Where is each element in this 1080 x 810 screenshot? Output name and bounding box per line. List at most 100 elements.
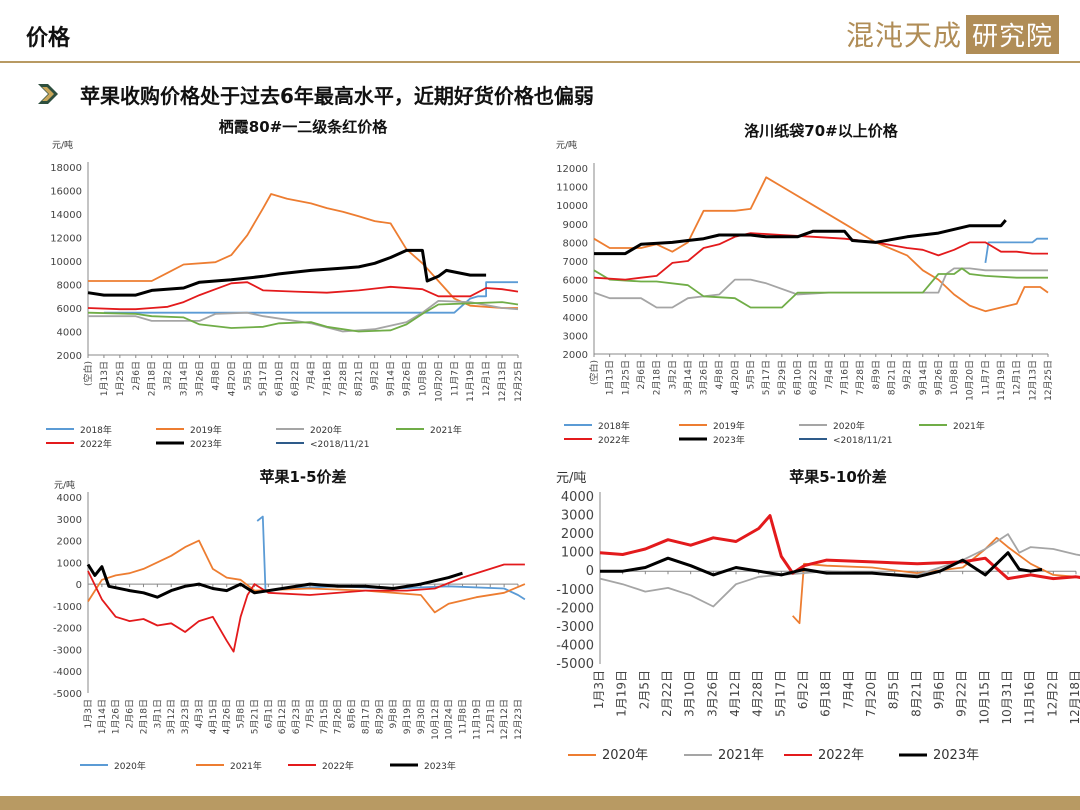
x-tick-label: 10月24日: [444, 699, 455, 740]
x-tick-label: 1月26日: [111, 699, 122, 734]
x-tick-label: 4月8日: [714, 360, 725, 389]
y-tick-label: -1000: [556, 583, 594, 598]
x-tick-label: 10月15日: [977, 670, 991, 725]
legend-label: <2018/11/21: [310, 440, 369, 450]
x-tick-label: 3月23日: [180, 699, 191, 734]
x-tick-label: 2月22日: [660, 670, 674, 717]
x-tick-label: 6月10日: [274, 361, 285, 396]
x-tick-label: 9月19日: [402, 699, 413, 734]
legend-label: 2019年: [713, 420, 745, 432]
x-tick-label: 7月28日: [855, 360, 866, 395]
x-tick-label: 8月5日: [887, 670, 901, 709]
x-tick-label: 5月8日: [236, 699, 247, 728]
x-tick-label: 4月8日: [210, 361, 221, 390]
x-tick-label: 5月29日: [777, 360, 788, 395]
series-line-2022年: [87, 563, 525, 653]
y-tick-label: 4000: [57, 328, 82, 339]
legend-label: 2022年: [322, 760, 354, 772]
x-tick-label: 12月25日: [513, 361, 524, 402]
x-tick-label: 12月18日: [1068, 670, 1080, 725]
y-tick-label: 2000: [57, 351, 82, 362]
x-tick-label: 1月13日: [605, 360, 616, 395]
x-tick-label: 10月20日: [433, 361, 444, 402]
series-line-2023年: [87, 248, 487, 297]
x-tick-label: 12月25日: [1043, 360, 1054, 401]
x-tick-label: 6月2日: [796, 670, 810, 709]
series-line-2018年: [984, 237, 1048, 264]
x-tick-label: 2月6日: [125, 699, 136, 728]
x-tick-label: 8月21日: [354, 361, 365, 396]
x-tick-label: 3月2日: [163, 361, 174, 390]
x-tick-label: 7月4日: [841, 670, 855, 709]
logo-text: 混沌天成: [846, 19, 963, 52]
chart-title: 栖霞80#一二级条红价格: [219, 118, 388, 136]
x-tick-label: 8月29日: [374, 699, 385, 734]
y-tick-label: -3000: [556, 620, 594, 635]
y-tick-label: 4000: [57, 493, 82, 504]
x-tick-label: 5月17日: [258, 361, 269, 396]
chart-title: 苹果1-5价差: [259, 468, 346, 486]
x-tick-label: 6月12日: [277, 699, 288, 734]
x-tick-label: 6月18日: [819, 670, 833, 717]
series-line-2021年: [87, 301, 519, 333]
x-tick-label: 9月22日: [955, 670, 969, 717]
x-tick-label: 3月10日: [683, 670, 697, 717]
x-tick-label: 6月23日: [291, 699, 302, 734]
x-tick-label: 11月8日: [458, 699, 469, 734]
legend-label: 2020年: [310, 424, 342, 436]
x-tick-label: 6月22日: [808, 360, 819, 395]
x-tick-label: 9月26日: [933, 360, 944, 395]
x-tick-label: 3月26日: [705, 670, 719, 717]
x-tick-label: 5月17日: [761, 360, 772, 395]
y-tick-label: 1000: [561, 546, 594, 561]
y-tick-label: 7000: [563, 257, 588, 268]
series-line-2018年: [103, 281, 518, 314]
x-tick-label: 9月14日: [918, 360, 929, 395]
y-tick-label: -5000: [556, 657, 594, 672]
x-tick-label: 12月13日: [1027, 360, 1038, 401]
x-tick-label: 1月25日: [115, 361, 126, 396]
x-tick-label: (空白): [588, 360, 600, 385]
company-logo: 混沌天成 研究院: [846, 14, 1060, 54]
legend-label: 2023年: [190, 438, 222, 450]
footer-bar: [0, 796, 1080, 810]
x-tick-label: 7月4日: [824, 360, 835, 389]
x-tick-label: 3月14日: [179, 361, 190, 396]
section-heading: 苹果收购价格处于过去6年最高水平，近期好货价格也偏弱: [36, 78, 594, 110]
x-tick-label: 2月18日: [652, 360, 663, 395]
y-tick-label: 6000: [57, 304, 82, 315]
y-tick-label: 5000: [563, 294, 588, 305]
x-tick-label: 6月10日: [793, 360, 804, 395]
x-tick-label: 12月23日: [513, 699, 524, 740]
x-tick-label: 4月28日: [751, 670, 765, 717]
legend-label: 2023年: [933, 748, 979, 763]
legend-label: 2021年: [430, 424, 462, 436]
y-tick-label: -4000: [556, 638, 594, 653]
y-tick-label: 12000: [556, 164, 588, 175]
y-tick-label: 0: [76, 580, 82, 591]
y-tick-label: 3000: [563, 331, 588, 342]
y-tick-label: 10000: [50, 257, 82, 268]
x-tick-label: 1月19日: [615, 670, 629, 717]
x-tick-label: 7月4日: [306, 361, 317, 390]
x-tick-label: 6月22日: [290, 361, 301, 396]
x-tick-label: 4月15日: [208, 699, 219, 734]
x-tick-label: 8月17日: [360, 699, 371, 734]
x-tick-label: 2月5日: [637, 670, 651, 709]
y-tick-label: -2000: [556, 601, 594, 616]
x-tick-label: 9月8日: [388, 699, 399, 728]
y-tick-label: 2000: [563, 350, 588, 361]
series-line-2019年: [88, 193, 518, 309]
y-tick-label: 16000: [50, 187, 82, 198]
x-tick-label: 7月26日: [333, 699, 344, 734]
legend-label: 2018年: [598, 420, 630, 432]
y-tick-label: 9000: [563, 220, 588, 231]
legend-label: 2020年: [833, 420, 865, 432]
legend-label: 2021年: [718, 748, 764, 763]
x-tick-label: 3月26日: [699, 360, 710, 395]
x-tick-label: 4月20日: [226, 361, 237, 396]
chart-title: 苹果5-10价差: [789, 468, 887, 486]
y-tick-label: 12000: [50, 234, 82, 245]
